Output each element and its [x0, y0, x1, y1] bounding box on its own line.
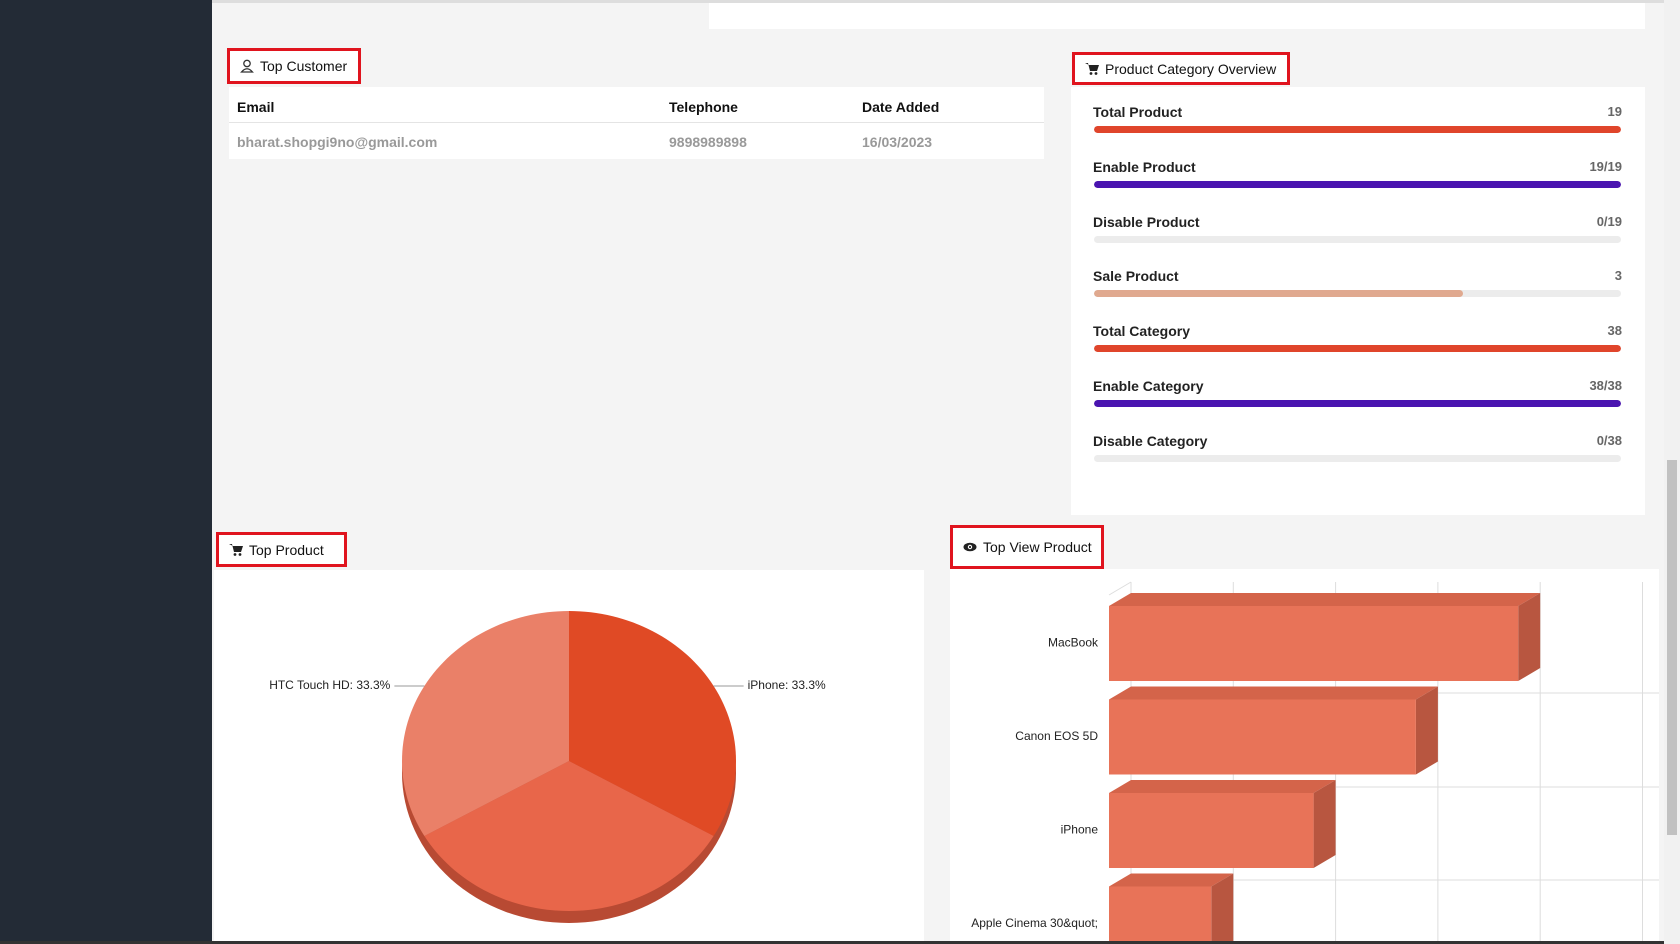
- item-value: 0/38: [1596, 432, 1622, 448]
- column-header: Email: [237, 99, 275, 115]
- item-value: 19: [1607, 104, 1622, 119]
- item-value: 19/19: [1589, 158, 1622, 174]
- cell: 16/03/2023: [862, 134, 933, 150]
- bar: [1109, 699, 1416, 775]
- progress-fill: [1094, 126, 1621, 133]
- item-label: Sale Product: [1093, 268, 1179, 285]
- bar-chart: MacBook Canon EOS 5D iPhone Apple Cinema 30…: [950, 569, 1659, 944]
- customer-table: Email Telephone Date Added bharat.shopgi…: [229, 87, 1044, 159]
- pie-slice: [402, 611, 569, 836]
- item-label: Enable Category: [1093, 378, 1204, 394]
- bar-top: [1109, 686, 1438, 700]
- item-value: 38/38: [1589, 378, 1622, 393]
- bar: [1109, 886, 1212, 944]
- top-customer-header: Top Customer: [227, 48, 361, 84]
- progress-track: [1094, 235, 1621, 243]
- progress-fill: [1094, 400, 1621, 407]
- progress-track: [1094, 180, 1621, 188]
- slice-label: iPhone: 33.3%: [748, 678, 826, 692]
- bottom-border: [0, 941, 1664, 944]
- scrollbar-thumb[interactable]: [1667, 460, 1677, 835]
- pie-slice: [569, 611, 736, 836]
- overview-header: Product Category Overview: [1072, 52, 1290, 85]
- top-border: [212, 0, 1680, 3]
- cell: bharat.shopgi9no@gmail.com: [237, 134, 438, 150]
- bar-top: [1109, 873, 1234, 887]
- progress-track: [1094, 400, 1621, 407]
- category-label: MacBook: [1048, 636, 1099, 650]
- sidebar: [0, 0, 212, 944]
- cell: 9898989898: [669, 134, 747, 150]
- progress-track: [1094, 126, 1621, 133]
- item-label: Total Product: [1093, 104, 1183, 120]
- column-header: Date Added: [862, 99, 940, 115]
- category-label: Apple Cinema 30&quot;: [971, 916, 1098, 930]
- floor-edge: [1108, 581, 1132, 596]
- category-label: Canon EOS 5D: [1015, 729, 1098, 743]
- top-card: [709, 0, 1645, 29]
- top-product-header: Top Product: [216, 532, 347, 567]
- header-title: Top View Product: [983, 539, 1092, 555]
- bar: [1109, 793, 1314, 868]
- cart-icon: [1085, 63, 1099, 75]
- item-value: 3: [1614, 268, 1622, 284]
- column-header: Telephone: [669, 99, 738, 115]
- bar-top: [1109, 593, 1541, 606]
- header-title: Top Product: [249, 541, 324, 558]
- user-icon: [240, 59, 254, 73]
- eye-icon: [963, 542, 977, 552]
- pie-slice: [424, 761, 714, 911]
- header-title: Top Customer: [260, 58, 348, 74]
- cart-icon: [229, 544, 243, 556]
- item-label: Disable Category: [1093, 432, 1208, 449]
- bar-side: [1313, 780, 1336, 868]
- progress-fill: [1094, 345, 1621, 353]
- bar-top: [1109, 780, 1336, 793]
- progress-fill: [1094, 290, 1463, 298]
- item-label: Total Category: [1093, 323, 1190, 340]
- item-label: Disable Product: [1093, 213, 1200, 230]
- item-label: Enable Product: [1093, 158, 1196, 175]
- item-value: 0/19: [1596, 213, 1622, 229]
- bar-side: [1415, 686, 1438, 775]
- overview-card: Total Product 19 Enable Product 19/19 Disabl…: [1071, 87, 1645, 515]
- pie-chart: iPhone: 33.3% HTC Touch HD: 33.3%: [214, 570, 924, 944]
- bar-side: [1518, 593, 1541, 681]
- progress-track: [1094, 454, 1621, 462]
- header-title: Product Category Overview: [1105, 60, 1277, 77]
- slice-label: HTC Touch HD: 33.3%: [269, 678, 390, 692]
- progress-fill: [1094, 180, 1621, 188]
- category-label: iPhone: [1061, 823, 1099, 837]
- row-divider: [229, 122, 1044, 123]
- item-value: 38: [1607, 323, 1622, 339]
- bar: [1109, 606, 1519, 681]
- progress-track: [1094, 290, 1621, 298]
- bar-side: [1211, 873, 1234, 944]
- progress-track: [1094, 345, 1621, 353]
- top-view-header: Top View Product: [950, 525, 1104, 569]
